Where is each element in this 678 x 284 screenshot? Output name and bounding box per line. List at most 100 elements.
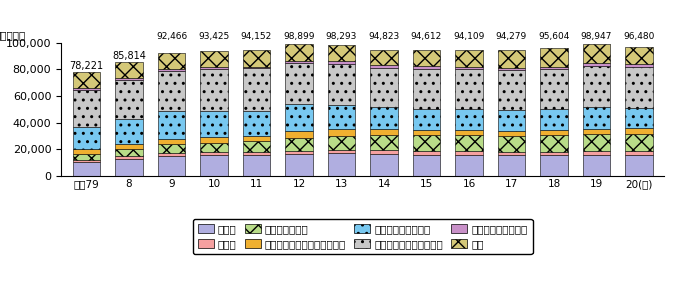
Bar [243, 68, 271, 110]
Bar [582, 107, 610, 129]
Text: 94,109: 94,109 [454, 32, 485, 41]
Bar [413, 69, 440, 108]
Bar [625, 67, 653, 108]
Bar [582, 129, 610, 134]
Bar [73, 149, 100, 154]
Bar [413, 130, 440, 135]
Bar [498, 131, 525, 136]
Bar [158, 145, 185, 153]
Bar [582, 63, 610, 66]
Bar [327, 61, 355, 64]
Bar [413, 66, 440, 69]
Text: 95,604: 95,604 [538, 32, 570, 41]
Text: （十億円）: （十億円） [0, 30, 26, 40]
Bar [540, 69, 567, 109]
Bar [582, 155, 610, 176]
Bar [200, 111, 228, 137]
Bar [370, 151, 398, 154]
Bar [370, 135, 398, 151]
Bar [115, 62, 143, 78]
Bar [115, 119, 143, 144]
Text: 98,947: 98,947 [581, 32, 612, 41]
Bar [327, 64, 355, 105]
Bar [115, 78, 143, 80]
Bar [285, 154, 313, 176]
Bar [455, 151, 483, 155]
Text: 94,823: 94,823 [368, 32, 399, 41]
Bar [73, 90, 100, 127]
Bar [200, 155, 228, 176]
Bar [158, 53, 185, 69]
Bar [413, 151, 440, 155]
Bar [327, 45, 355, 61]
Bar [158, 156, 185, 176]
Bar [370, 65, 398, 68]
Bar [200, 152, 228, 155]
Bar [73, 72, 100, 88]
Text: 94,279: 94,279 [496, 32, 527, 41]
Bar [115, 156, 143, 159]
Bar [413, 108, 440, 130]
Bar [455, 135, 483, 151]
Bar [73, 162, 100, 176]
Bar [200, 51, 228, 67]
Bar [285, 138, 313, 151]
Bar [625, 155, 653, 176]
Bar [540, 130, 567, 135]
Bar [73, 127, 100, 149]
Bar [540, 155, 567, 176]
Text: 94,152: 94,152 [241, 32, 272, 41]
Bar [285, 104, 313, 131]
Text: 98,899: 98,899 [283, 32, 315, 41]
Bar [327, 153, 355, 176]
Bar [625, 108, 653, 128]
Bar [370, 154, 398, 176]
Bar [498, 70, 525, 110]
Bar [285, 61, 313, 63]
Bar [370, 49, 398, 65]
Bar [455, 69, 483, 109]
Bar [285, 44, 313, 61]
Bar [625, 134, 653, 151]
Bar [625, 64, 653, 67]
Bar [243, 141, 271, 152]
Bar [115, 149, 143, 156]
Bar [115, 159, 143, 176]
Bar [73, 160, 100, 162]
Text: 93,425: 93,425 [199, 32, 230, 41]
Text: 96,480: 96,480 [623, 32, 655, 41]
Bar [370, 68, 398, 107]
Bar [498, 50, 525, 68]
Text: 94,612: 94,612 [411, 32, 442, 41]
Bar [327, 130, 355, 136]
Bar [455, 51, 483, 67]
Bar [540, 49, 567, 67]
Bar [200, 67, 228, 69]
Bar [243, 155, 271, 176]
Bar [455, 155, 483, 176]
Bar [582, 151, 610, 155]
Bar [582, 134, 610, 151]
Bar [625, 47, 653, 64]
Text: 98,293: 98,293 [326, 32, 357, 41]
Bar [540, 135, 567, 152]
Legend: 通信業, 放送業, 情報サービス業, 映像・音声・文字情報制作業, 情報通信関連製造業, 情報通信関連サービス業, 情報通信関連建設業, 研究: 通信業, 放送業, 情報サービス業, 映像・音声・文字情報制作業, 情報通信関連… [193, 219, 532, 254]
Bar [158, 69, 185, 71]
Bar [285, 151, 313, 154]
Bar [200, 69, 228, 111]
Bar [243, 152, 271, 155]
Bar [540, 67, 567, 69]
Bar [115, 144, 143, 149]
Bar [115, 80, 143, 119]
Bar [540, 152, 567, 155]
Bar [413, 50, 440, 66]
Bar [540, 109, 567, 130]
Bar [243, 50, 271, 67]
Bar [200, 137, 228, 143]
Bar [370, 107, 398, 129]
Bar [498, 136, 525, 152]
Bar [243, 67, 271, 68]
Bar [582, 44, 610, 63]
Bar [582, 66, 610, 107]
Bar [625, 128, 653, 134]
